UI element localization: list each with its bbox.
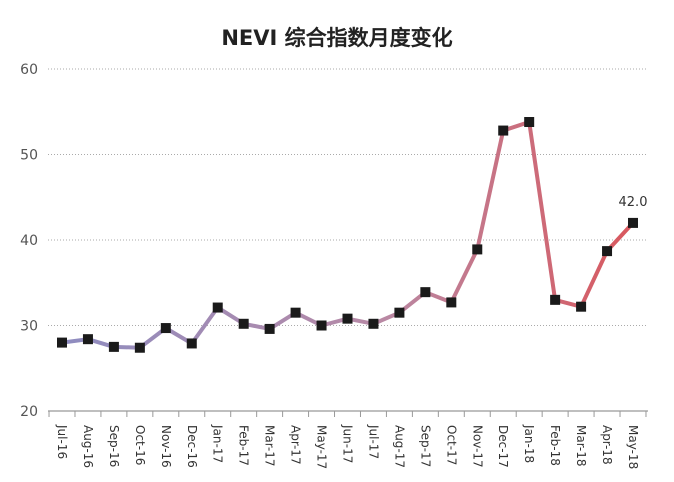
data-point (472, 244, 483, 255)
data-point (368, 318, 379, 329)
x-tick-label: Jan-17 (211, 424, 225, 463)
x-tick-label: Apr-17 (289, 425, 303, 465)
data-point (134, 342, 145, 353)
x-tick-label: Aug-17 (392, 425, 406, 468)
data-point (108, 341, 119, 352)
data-point (290, 307, 301, 318)
data-point (342, 313, 353, 324)
data-point (264, 323, 275, 334)
y-tick-label: 30 (20, 319, 38, 335)
x-tick-label: Oct-16 (133, 425, 147, 465)
data-label: 42.0 (619, 195, 648, 210)
labels: 42.0 (619, 195, 648, 210)
data-point (57, 337, 67, 348)
data-point (602, 246, 613, 257)
x-tick-label: Sep-17 (418, 425, 432, 467)
y-tick-label: 60 (20, 62, 38, 78)
data-point (82, 334, 93, 345)
x-tick-label: Aug-16 (81, 425, 95, 468)
x-tick-label: Feb-17 (237, 425, 251, 466)
data-point (628, 217, 638, 228)
data-point (550, 294, 561, 305)
data-point (420, 287, 431, 298)
axes: 20 30 40 50 60 Jul-16 Aug-16 Sep-16 Oct-16 Nov-16… (20, 62, 648, 469)
data-point (394, 307, 405, 318)
x-tick-label: Feb-18 (548, 425, 562, 466)
y-tick-label: 40 (20, 233, 38, 249)
data-point (446, 297, 457, 308)
chart-title: NEVI 综合指数月度变化 (221, 26, 453, 50)
x-tick-label: Oct-17 (444, 425, 458, 465)
data-point (238, 318, 249, 329)
series (57, 117, 638, 353)
x-tick-label: Jan-18 (522, 424, 536, 463)
x-tick-label: Jul-17 (366, 424, 380, 459)
data-point (498, 125, 509, 136)
y-tick-label: 20 (20, 404, 38, 420)
data-point (186, 338, 197, 349)
x-tick-label: Dec-16 (185, 425, 199, 468)
x-tick-label: Jun-17 (341, 424, 355, 463)
x-tick-label: Jul-16 (55, 424, 69, 459)
x-tick-label: Dec-17 (496, 425, 510, 468)
data-point (524, 117, 535, 128)
x-tick-label: Nov-17 (470, 425, 484, 468)
x-tick-label: Mar-18 (574, 425, 588, 466)
data-point (160, 323, 171, 334)
x-tick-label: May-17 (315, 425, 329, 469)
x-tick-label: Apr-18 (600, 425, 614, 465)
x-tick-label: May-18 (626, 425, 640, 469)
x-tick-label: Nov-16 (159, 425, 173, 468)
data-point (576, 301, 587, 312)
data-point (212, 302, 223, 313)
x-tick-label: Mar-17 (263, 425, 277, 466)
y-tick-label: 50 (20, 148, 38, 164)
grid-lines (48, 68, 648, 326)
x-tick-label: Sep-16 (107, 425, 121, 467)
data-point (316, 320, 327, 331)
